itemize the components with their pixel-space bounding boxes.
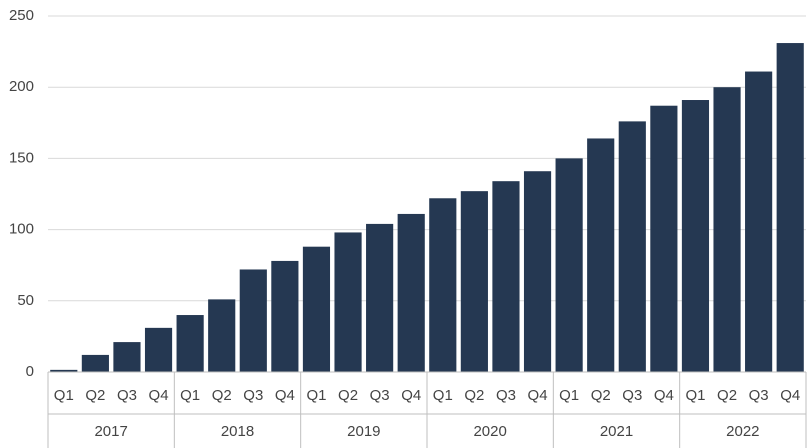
group-label: 2019 (347, 423, 380, 440)
bar (745, 71, 773, 372)
bar (366, 223, 394, 372)
x-tick-label: Q2 (717, 387, 737, 404)
group-label: 2017 (94, 423, 127, 440)
group-label: 2018 (221, 423, 254, 440)
x-tick-label: Q2 (338, 387, 358, 404)
bar (208, 299, 236, 372)
bar (618, 121, 646, 372)
y-tick-label: 250 (9, 7, 34, 24)
group-label: 2022 (726, 423, 759, 440)
x-tick-label: Q1 (559, 387, 579, 404)
bar (460, 191, 488, 372)
x-tick-label: Q3 (370, 387, 390, 404)
bar (429, 198, 457, 372)
bar (271, 260, 299, 372)
bar (587, 138, 615, 372)
bar (776, 43, 804, 372)
y-tick-label: 200 (9, 78, 34, 95)
bar (302, 246, 331, 372)
bar (713, 87, 741, 372)
x-tick-label: Q1 (54, 387, 74, 404)
bar (523, 171, 552, 372)
bar (555, 158, 583, 372)
y-tick-label: 0 (26, 363, 34, 380)
x-tick-label: Q2 (212, 387, 232, 404)
y-tick-label: 150 (9, 149, 34, 166)
bar (176, 315, 204, 372)
x-tick-label: Q3 (496, 387, 516, 404)
x-tick-label: Q4 (780, 387, 800, 404)
bar (681, 100, 710, 373)
bar (81, 354, 109, 372)
x-tick-label: Q4 (275, 387, 295, 404)
x-tick-label: Q1 (433, 387, 453, 404)
group-label: 2021 (600, 423, 633, 440)
bar (334, 232, 362, 372)
bar (650, 105, 678, 372)
x-tick-label: Q3 (749, 387, 769, 404)
x-tick-label: Q3 (117, 387, 137, 404)
x-tick-label: Q3 (622, 387, 642, 404)
group-label: 2020 (473, 423, 506, 440)
x-tick-label: Q4 (528, 387, 548, 404)
bar (239, 269, 267, 372)
bar (492, 181, 520, 372)
bar (50, 369, 78, 372)
x-tick-label: Q4 (149, 387, 169, 404)
bar (113, 342, 141, 372)
x-tick-label: Q4 (401, 387, 421, 404)
x-tick-label: Q2 (85, 387, 105, 404)
bar (144, 327, 173, 372)
x-tick-label: Q1 (685, 387, 705, 404)
x-tick-label: Q1 (306, 387, 326, 404)
x-tick-label: Q2 (464, 387, 484, 404)
bar (397, 213, 425, 372)
y-tick-label: 50 (17, 292, 34, 309)
y-tick-label: 100 (9, 221, 34, 238)
x-tick-label: Q4 (654, 387, 674, 404)
x-tick-label: Q3 (243, 387, 263, 404)
x-tick-label: Q2 (591, 387, 611, 404)
x-tick-label: Q1 (180, 387, 200, 404)
